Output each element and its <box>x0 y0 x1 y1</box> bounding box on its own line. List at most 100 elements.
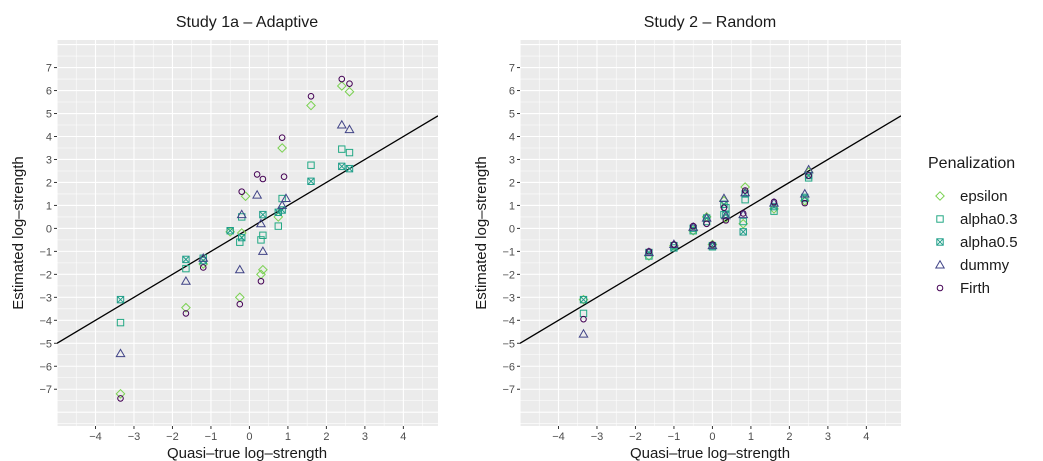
point-epsilon <box>257 264 268 275</box>
legend-key-square-cross <box>936 238 944 246</box>
legend-label: epsilon <box>960 188 1008 205</box>
point-firth <box>805 172 812 179</box>
x-tick-label: 0 <box>709 431 715 443</box>
point-epsilon <box>336 81 347 91</box>
point-firth <box>741 187 749 194</box>
point-epsilon <box>115 388 126 399</box>
y-tick-label: 2 <box>509 177 515 189</box>
point-firth <box>278 134 286 141</box>
x-tick-label: −1 <box>668 431 681 443</box>
point-firth <box>801 199 809 207</box>
point-alpha0-3 <box>345 148 354 157</box>
y-tick-label: 1 <box>46 200 52 212</box>
point-alpha0-5 <box>708 241 717 250</box>
gridlines <box>519 40 901 426</box>
legend: Penalization epsilon alpha0.3 alpha0.5 dumm… <box>928 155 1018 297</box>
y-tick-label: −7 <box>39 384 52 396</box>
point-alpha0-5 <box>579 295 588 304</box>
point-dummy <box>768 197 780 207</box>
y-tick-label: 2 <box>46 177 52 189</box>
point-alpha0-5 <box>345 164 354 173</box>
point-firth <box>709 241 716 248</box>
y-tick-label: −2 <box>502 269 515 281</box>
y-tick-label: 7 <box>509 63 515 75</box>
legend-item-firth: Firth <box>936 280 990 297</box>
point-dummy <box>578 328 589 338</box>
point-firth <box>770 198 778 206</box>
point-firth <box>722 217 730 224</box>
y-tick-label: −3 <box>39 292 52 304</box>
plot-background <box>57 40 438 426</box>
point-dummy <box>718 193 730 203</box>
y-tick-label: 3 <box>509 154 515 166</box>
y-tick-label: 0 <box>46 223 52 235</box>
point-alpha0-3 <box>259 231 267 239</box>
legend-item-epsilon: epsilon <box>935 188 1008 205</box>
point-dummy <box>115 348 126 358</box>
legend-label: alpha0.3 <box>960 211 1018 228</box>
y-tick-label: −3 <box>502 292 515 304</box>
plot-background <box>520 40 901 426</box>
point-alpha0-5 <box>116 295 125 304</box>
point-alpha0-3 <box>274 222 282 230</box>
point-epsilon <box>277 143 288 153</box>
point-alpha0-5 <box>238 233 246 242</box>
point-dummy <box>180 275 191 285</box>
y-tick-label: −2 <box>39 269 52 281</box>
y-tick-label: 3 <box>46 154 52 166</box>
point-alpha0-3 <box>739 217 747 226</box>
panel-title-random: Study 2 – Random <box>644 14 777 31</box>
point-dummy <box>198 252 209 262</box>
y-tick-label: 7 <box>46 63 52 75</box>
y-tick-label: 6 <box>509 86 515 98</box>
y-tick-label: −4 <box>39 315 52 327</box>
point-firth <box>739 210 747 217</box>
point-epsilon <box>740 182 751 192</box>
point-alpha0-3 <box>182 264 190 273</box>
x-tick-label: −4 <box>89 431 102 443</box>
legend-item-dummy: dummy <box>934 257 1010 274</box>
point-alpha0-5 <box>739 228 747 236</box>
point-dummy <box>643 247 654 257</box>
x-tick-label: 4 <box>863 431 869 443</box>
point-epsilon <box>240 191 251 202</box>
y-tick-label: 5 <box>509 109 515 121</box>
point-alpha0-5 <box>338 162 346 171</box>
y-tick-label: 4 <box>46 132 52 144</box>
legend-key-triangle <box>934 259 946 269</box>
x-tick-label: 4 <box>400 431 406 443</box>
data-points <box>115 75 355 402</box>
point-dummy <box>738 209 749 219</box>
legend-key-diamond <box>935 191 945 201</box>
point-alpha0-3 <box>741 195 749 204</box>
point-dummy <box>277 200 288 209</box>
point-firth <box>238 188 246 195</box>
point-firth <box>580 315 587 323</box>
panel-adaptive: −4 −3 −2 −1 0 1 2 3 4 −7 −6 −5 −4 −3 −2 −1 0 1 2 3 4 5 6 7 Stud… <box>10 14 438 461</box>
point-firth <box>257 277 265 285</box>
reference-line <box>57 115 438 344</box>
point-firth <box>253 171 261 178</box>
point-firth <box>199 264 207 271</box>
x-tick-label: 3 <box>362 431 368 443</box>
point-dummy <box>799 188 810 198</box>
x-tick-label: 2 <box>786 431 792 443</box>
point-firth <box>720 204 728 212</box>
point-dummy <box>255 218 267 228</box>
x-tick-label: 1 <box>285 431 291 443</box>
point-alpha0-3 <box>257 236 265 244</box>
x-tick-label: −3 <box>591 431 604 443</box>
point-firth <box>307 92 315 100</box>
y-tick-label: −5 <box>39 338 52 350</box>
y-tick-label: −5 <box>502 338 515 350</box>
legend-key-circle <box>936 284 944 292</box>
point-alpha0-5 <box>307 177 315 186</box>
legend-title: Penalization <box>928 155 1015 172</box>
point-firth <box>645 248 653 255</box>
point-firth <box>182 310 190 317</box>
point-alpha0-5 <box>182 255 190 264</box>
series-firth <box>117 75 353 402</box>
x-axis-ticks: −4 −3 −2 −1 0 1 2 3 4 <box>552 426 869 443</box>
point-alpha0-3 <box>770 207 778 215</box>
